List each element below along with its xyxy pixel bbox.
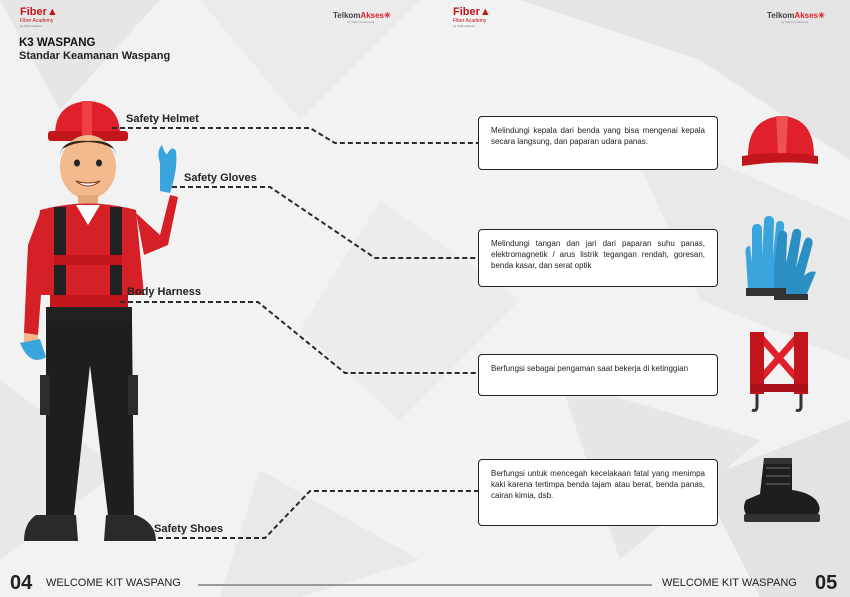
telkom-akses-logo-right: TelkomAkses✳ by Telkom Indonesia <box>767 11 825 24</box>
description-shoes: Berfungsi untuk mencegah kecelakaan fata… <box>491 469 705 500</box>
gloves-icon <box>745 216 816 300</box>
footer-text-left: WELCOME KIT WASPANG <box>46 577 181 589</box>
page-subtitle: Standar Keamanan Waspang <box>19 50 171 62</box>
footer-page-left: 04 <box>10 572 33 594</box>
description-box-helmet: Melindungi kepala dari benda yang bisa m… <box>478 116 718 170</box>
label-safety-gloves: Safety Gloves <box>184 172 257 184</box>
fiber-academy-logo-left: Fiber▲ Fiber Academy by TelkomAkses <box>20 6 58 29</box>
connector-gloves <box>172 186 478 259</box>
connector-helmet <box>112 127 478 144</box>
shoe-icon <box>744 458 820 522</box>
label-body-harness: Body Harness <box>127 286 201 298</box>
harness-icon <box>750 332 808 412</box>
description-box-shoes: Berfungsi untuk mencegah kecelakaan fata… <box>478 459 718 526</box>
description-box-gloves: Melindungi tangan dan jari dari paparan … <box>478 229 718 287</box>
description-box-harness: Berfungsi sebagai pengaman saat bekerja … <box>478 354 718 396</box>
telkom-akses-logo-left: TelkomAkses✳ by Telkom Indonesia <box>333 11 391 24</box>
page-title: K3 WASPANG <box>19 37 96 49</box>
footer-divider <box>198 584 652 586</box>
description-harness: Berfungsi sebagai pengaman saat bekerja … <box>491 364 689 373</box>
footer-text-right: WELCOME KIT WASPANG <box>662 577 797 589</box>
connector-shoes <box>150 490 478 539</box>
description-gloves: Melindungi tangan dan jari dari paparan … <box>491 239 705 270</box>
footer-page-right: 05 <box>815 572 838 594</box>
worker-illustration <box>20 101 178 541</box>
connector-harness <box>120 301 478 374</box>
fiber-academy-logo-right: Fiber▲ Fiber Academy by TelkomAkses <box>453 6 491 29</box>
label-safety-helmet: Safety Helmet <box>126 113 199 125</box>
label-safety-shoes: Safety Shoes <box>154 523 224 535</box>
description-helmet: Melindungi kepala dari benda yang bisa m… <box>491 126 705 146</box>
helmet-icon <box>742 116 818 166</box>
